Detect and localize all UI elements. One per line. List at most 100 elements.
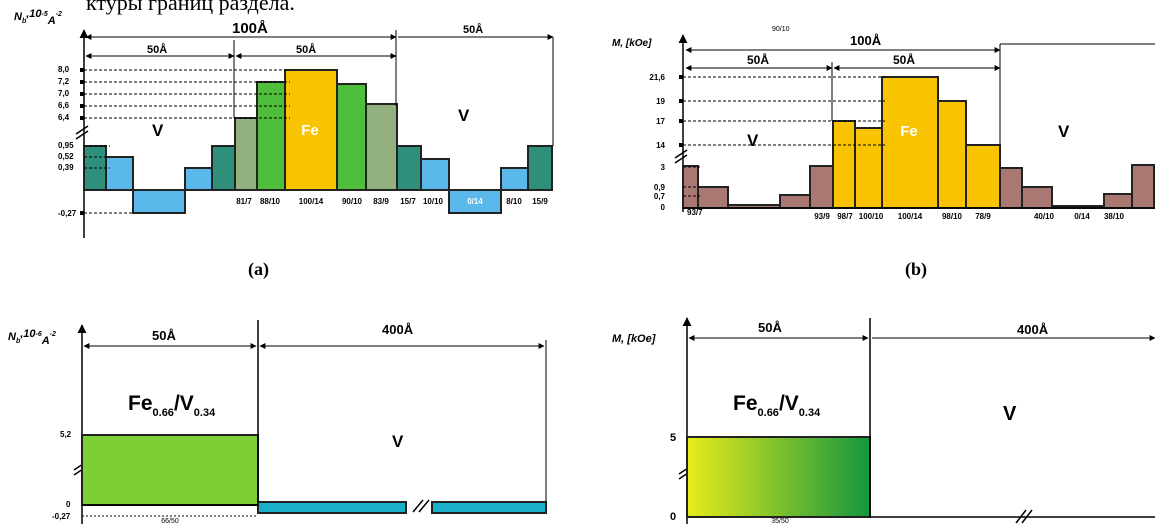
tick-mark	[80, 80, 84, 84]
bar-a-1	[105, 156, 134, 191]
v-label: V	[747, 131, 759, 150]
bar-a-9	[365, 103, 398, 191]
ytick-label: 8,0	[58, 65, 70, 74]
dim-label-100: 100Å	[232, 20, 268, 37]
bar-label: 100/10	[859, 212, 884, 221]
alloy-bar	[81, 434, 259, 506]
axis-break-mark	[75, 130, 89, 140]
y-axis-label: Nb,10-5A-2	[14, 8, 62, 27]
bar-b-7	[881, 76, 939, 209]
panel-c: Nb,10-6A-2 50Å 400Å Fe0.66/V0.34 V 5,2 0 -0,27 6…	[8, 320, 547, 524]
break-slash	[412, 499, 424, 513]
v-label: V	[392, 432, 404, 451]
bar-label: 100/14	[898, 212, 923, 221]
alloy-label: Fe0.66/V0.34	[128, 392, 216, 419]
v-label: V	[1058, 122, 1070, 141]
break-slash	[1015, 509, 1027, 524]
bar-label: 15/7	[400, 197, 416, 206]
ytick-label: 5,2	[60, 430, 72, 439]
bar-label: 81/7	[236, 197, 252, 206]
v-bar	[431, 501, 547, 514]
bar-b-10	[999, 167, 1023, 209]
bar-label: 0/14	[467, 197, 483, 206]
header-text: ктуры границ раздела.	[86, 0, 295, 15]
bar-label: 93/7	[687, 208, 703, 217]
tick-mark	[679, 143, 683, 147]
dim-label-50: 50Å	[152, 328, 176, 343]
tick-mark	[80, 68, 84, 72]
fe-label: Fe	[301, 122, 319, 139]
ytick-label: 0,39	[58, 163, 74, 172]
y-axis-label: M, [kOe]	[612, 38, 652, 49]
dim-label-50: 50Å	[758, 320, 782, 335]
panel-d: M, [kOe] 50Å 400Å Fe0.66/V0.34 V 5 0 35/50	[612, 317, 1155, 524]
bar-a-14	[527, 145, 553, 191]
bar-label: 8/10	[506, 197, 522, 206]
ytick-label: 7,2	[58, 77, 70, 86]
ytick-label: 19	[656, 97, 665, 106]
bottom-label: 66/50	[161, 518, 179, 524]
bar-b-8	[937, 100, 967, 209]
tick-mark	[80, 104, 84, 108]
bar-a-6	[256, 81, 286, 191]
ytick-label: 0,9	[654, 183, 666, 192]
ytick-label: 0,7	[654, 192, 666, 201]
tick-mark	[80, 116, 84, 120]
panel-b: M, [kOe] 21,6 19 17 14 3 0,90,7 0 90/10 100Å 50Å 50…	[612, 26, 1155, 280]
ytick-label: 0	[661, 203, 666, 212]
bar-label: 88/10	[260, 197, 281, 206]
dim-label-50: 50Å	[296, 43, 316, 56]
fe-label: Fe	[900, 123, 918, 140]
bar-b-11	[1021, 186, 1053, 209]
tick-mark	[679, 99, 683, 103]
bar-label: 98/10	[942, 212, 963, 221]
bar-a-10	[396, 145, 422, 191]
ytick-label: 0,52	[58, 152, 74, 161]
y-axis-label: Nb,10-6A-2	[8, 328, 56, 347]
dim-label-400: 400Å	[1017, 322, 1049, 337]
bar-label: 78/9	[975, 212, 991, 221]
bar-b-4	[809, 165, 834, 209]
bar-b-13	[1103, 193, 1133, 209]
bar-b-5	[832, 120, 856, 209]
ytick-label: 21,6	[649, 73, 665, 82]
ytick-label: 6,6	[58, 101, 70, 110]
bar-label: 83/9	[373, 197, 389, 206]
ytick-label: 5	[670, 432, 676, 444]
v-label: V	[1003, 403, 1017, 425]
ytick-label: 7,0	[58, 89, 70, 98]
bar-a-11	[420, 158, 450, 191]
v-label: V	[152, 121, 164, 140]
dim-label-50: 50Å	[747, 52, 769, 67]
bar-label: 93/9	[814, 212, 830, 221]
break-slash	[418, 499, 430, 513]
tick-mark	[679, 119, 683, 123]
bar-label: 90/10	[342, 197, 363, 206]
ytick-label: 3	[661, 163, 666, 172]
bar-a-3	[184, 167, 213, 191]
bar-a-2	[132, 189, 186, 214]
dim-label-100: 100Å	[850, 33, 882, 48]
bar-a-13	[500, 167, 529, 191]
dim-label-50: 50Å	[147, 43, 167, 56]
ytick-label: 0,95	[58, 141, 74, 150]
dim-label-50: 50Å	[893, 52, 915, 67]
tick-mark	[80, 92, 84, 96]
panel-a: Nb,10-5A-2 8,0 7,2 7,0 6,6 6,4 0,95 0,52 0,39 -0,…	[14, 8, 554, 280]
bottom-label: 35/50	[771, 518, 789, 524]
ytick-label: 6,4	[58, 113, 70, 122]
bar-b-6	[854, 127, 883, 209]
small-top-label: 90/10	[772, 26, 790, 33]
ytick-label: 0	[670, 511, 676, 523]
alloy-label: Fe0.66/V0.34	[733, 392, 821, 419]
bar-a-8	[336, 83, 367, 191]
bar-a-5	[234, 117, 258, 191]
ytick-label: 17	[656, 117, 665, 126]
ytick-label: -0,27	[52, 512, 71, 521]
dim-label-50: 50Å	[463, 23, 483, 36]
bar-label: 0/14	[1074, 212, 1090, 221]
ytick-label: 14	[656, 141, 665, 150]
v-label: V	[458, 106, 470, 125]
axis-break-mark	[75, 125, 89, 135]
ytick-label: -0,27	[58, 209, 77, 218]
